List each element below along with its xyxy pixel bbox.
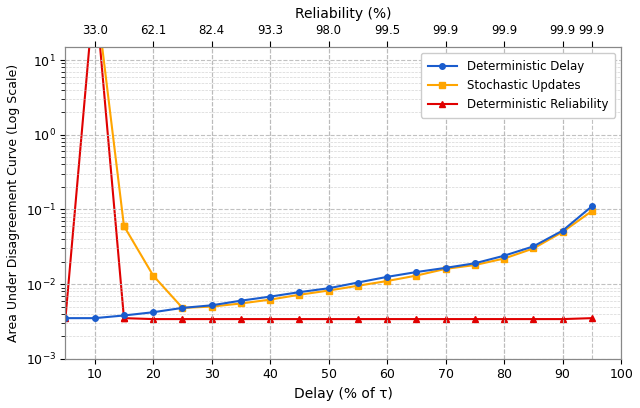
Deterministic Reliability <box>471 317 479 322</box>
Deterministic Reliability <box>442 317 449 322</box>
X-axis label: Delay (% of τ): Delay (% of τ) <box>294 387 393 401</box>
Deterministic Reliability <box>237 317 244 322</box>
X-axis label: Reliability (%): Reliability (%) <box>295 7 392 21</box>
Stochastic Updates <box>266 297 274 302</box>
Deterministic Delay <box>559 228 566 233</box>
Line: Deterministic Reliability: Deterministic Reliability <box>63 0 595 322</box>
Deterministic Reliability <box>296 317 303 322</box>
Deterministic Reliability <box>383 317 391 322</box>
Deterministic Reliability <box>529 317 537 322</box>
Deterministic Reliability <box>120 316 128 321</box>
Deterministic Reliability <box>266 317 274 322</box>
Deterministic Delay <box>266 294 274 299</box>
Deterministic Delay <box>529 244 537 249</box>
Stochastic Updates <box>120 224 128 228</box>
Deterministic Reliability <box>354 317 362 322</box>
Deterministic Delay <box>500 253 508 258</box>
Deterministic Reliability <box>61 316 69 321</box>
Deterministic Delay <box>325 286 333 290</box>
Deterministic Reliability <box>325 317 333 322</box>
Deterministic Delay <box>442 266 449 271</box>
Stochastic Updates <box>529 246 537 251</box>
Stochastic Updates <box>208 304 216 309</box>
Legend: Deterministic Delay, Stochastic Updates, Deterministic Reliability: Deterministic Delay, Stochastic Updates,… <box>420 53 615 118</box>
Deterministic Delay <box>413 270 420 275</box>
Deterministic Delay <box>179 306 186 310</box>
Y-axis label: Area Under Disagreement Curve (Log Scale): Area Under Disagreement Curve (Log Scale… <box>7 64 20 342</box>
Stochastic Updates <box>471 263 479 268</box>
Deterministic Reliability <box>120 316 128 321</box>
Stochastic Updates <box>237 301 244 306</box>
Stochastic Updates <box>413 273 420 278</box>
Deterministic Reliability <box>208 317 216 322</box>
Stochastic Updates <box>588 208 596 213</box>
Deterministic Delay <box>120 313 128 318</box>
Deterministic Delay <box>208 303 216 308</box>
Deterministic Delay <box>61 316 69 321</box>
Deterministic Delay <box>471 261 479 266</box>
Deterministic Delay <box>383 275 391 279</box>
Deterministic Delay <box>296 290 303 295</box>
Deterministic Reliability <box>413 317 420 322</box>
Deterministic Reliability <box>149 317 157 322</box>
Deterministic Reliability <box>179 317 186 322</box>
Stochastic Updates <box>179 306 186 310</box>
Deterministic Delay <box>588 204 596 209</box>
Deterministic Reliability <box>588 316 596 321</box>
Stochastic Updates <box>442 266 449 271</box>
Deterministic Delay <box>354 280 362 285</box>
Stochastic Updates <box>149 273 157 278</box>
Deterministic Delay <box>91 316 99 321</box>
Stochastic Updates <box>325 288 333 293</box>
Deterministic Delay <box>149 310 157 315</box>
Line: Stochastic Updates: Stochastic Updates <box>92 0 595 310</box>
Stochastic Updates <box>500 256 508 261</box>
Deterministic Reliability <box>500 317 508 322</box>
Stochastic Updates <box>296 292 303 297</box>
Stochastic Updates <box>120 224 128 228</box>
Deterministic Reliability <box>559 317 566 322</box>
Deterministic Delay <box>237 298 244 303</box>
Line: Deterministic Delay: Deterministic Delay <box>63 204 595 321</box>
Stochastic Updates <box>559 229 566 234</box>
Stochastic Updates <box>354 283 362 288</box>
Stochastic Updates <box>383 279 391 284</box>
